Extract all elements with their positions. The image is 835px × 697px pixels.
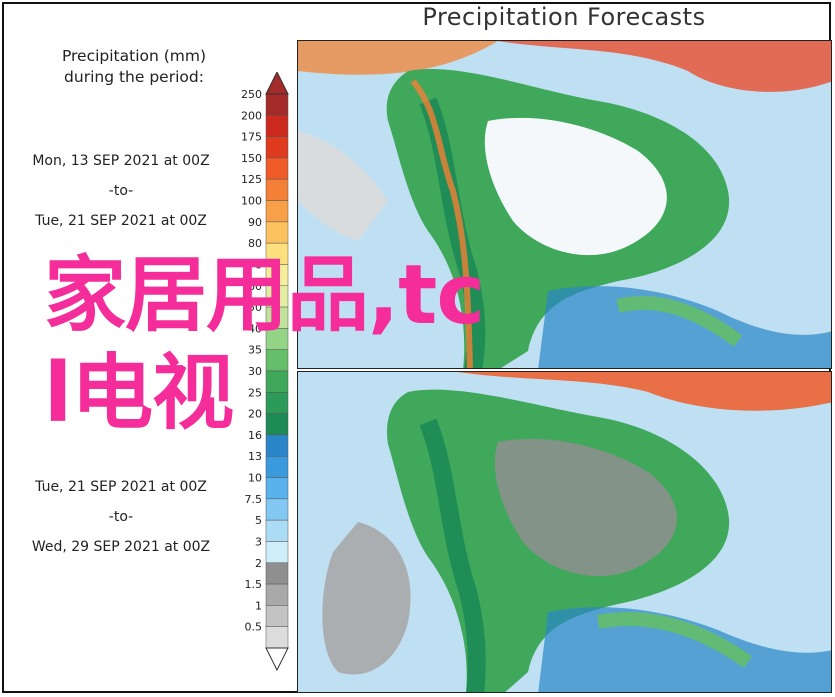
colorbar-tick-label: 175 [241,131,262,144]
colorbar-box [265,626,289,649]
colorbar-tick-label: 150 [241,152,262,165]
colorbar-box [265,498,289,521]
watermark-line1: 家居用品,tc [44,248,485,343]
colorbar-box [265,93,289,116]
colorbar-box [265,477,289,500]
colorbar-tick-labels: 2502001751501251009080706050403530252016… [241,88,262,634]
map-1-pacific-gray [298,131,388,241]
period-1-sep: -to- [108,183,134,199]
colorbar-tick-label: 50 [248,301,262,314]
colorbar-tick-label: 2 [255,557,262,570]
map-2-south-front [596,612,753,668]
colorbar-tick-label: 3 [255,535,262,548]
colorbar-box [265,200,289,223]
colorbar-box [265,455,289,478]
map-2-south-band [538,607,831,692]
map-2-pacific-gray [322,522,411,675]
period-1-start: Mon, 13 SEP 2021 at 00Z [32,153,210,169]
period-2-sep: -to- [108,509,134,525]
map-1-north-band [298,41,831,92]
colorbar-box [265,605,289,627]
colorbar-tick-label: 25 [248,386,262,399]
legend-title-line2: during the period: [64,68,204,86]
map-1-andes-ridge [410,79,473,368]
colorbar-bottom-arrow [265,647,289,672]
figure-title: Precipitation Forecasts [422,3,706,31]
map-2-svg [298,372,831,692]
map-panel-2 [297,371,832,693]
colorbar-tick-label: 40 [248,322,262,335]
colorbar-tick-label: 35 [248,344,262,357]
colorbar-tick-label: 13 [248,450,262,463]
colorbar-tick-label: 20 [248,408,262,421]
legend-title-line1: Precipitation (mm) [61,47,207,65]
map-1-south-front [616,296,743,347]
colorbar-tick-label: 60 [248,280,262,293]
colorbar-box [265,178,289,201]
colorbar-tick-label: 10 [248,472,262,485]
colorbar-tick-label: 100 [241,195,262,208]
colorbar-tick-label: 1.5 [245,578,263,591]
map-2-dry-interior [494,438,677,577]
colorbar-boxes [265,93,289,649]
map-1-south-band [538,286,831,368]
colorbar-tick-label: 5 [255,514,262,527]
colorbar-box [265,562,289,585]
colorbar-tick-label: 1 [255,599,262,612]
colorbar-tick-label: 80 [248,237,262,250]
legend-title: Precipitation (mm) during the period: [10,46,258,88]
colorbar-tick-label: 250 [241,88,262,101]
colorbar-box [265,136,289,159]
colorbar-box [265,115,289,137]
colorbar-box [265,519,289,542]
colorbar-tick-label: 200 [241,109,262,122]
period-2-end: Wed, 29 SEP 2021 at 00Z [31,539,211,555]
map-1-svg [298,41,831,368]
map-2-north-band [298,372,831,411]
period-2-start: Tue, 21 SEP 2021 at 00Z [35,479,207,495]
colorbar-box [265,157,289,180]
period-1-end: Tue, 21 SEP 2021 at 00Z [35,213,207,229]
colorbar-tick-label: 16 [248,429,262,442]
period-1: Mon, 13 SEP 2021 at 00Z -to- Tue, 21 SEP… [6,146,236,236]
watermark-line2: l电视 [44,346,234,441]
colorbar: 2502001751501251009080706050403530252016… [241,72,289,672]
colorbar-top-arrow [265,72,289,95]
period-2: Tue, 21 SEP 2021 at 00Z -to- Wed, 29 SEP… [6,472,236,562]
map-1-dry-interior [484,117,667,256]
colorbar-tick-label: 30 [248,365,262,378]
colorbar-tick-label: 90 [248,216,262,229]
colorbar-box [265,541,289,564]
colorbar-box [265,221,289,244]
map-1-northwest [298,41,498,75]
map-panel-1 [297,40,832,369]
colorbar-tick-label: 7.5 [245,493,263,506]
colorbar-tick-label: 0.5 [245,621,263,634]
colorbar-tick-label: 70 [248,258,262,271]
watermark-text: 家居用品,tc l电视 [44,247,644,443]
map-2-andes [419,418,486,692]
colorbar-tick-label: 125 [241,173,262,186]
colorbar-box [265,583,289,606]
